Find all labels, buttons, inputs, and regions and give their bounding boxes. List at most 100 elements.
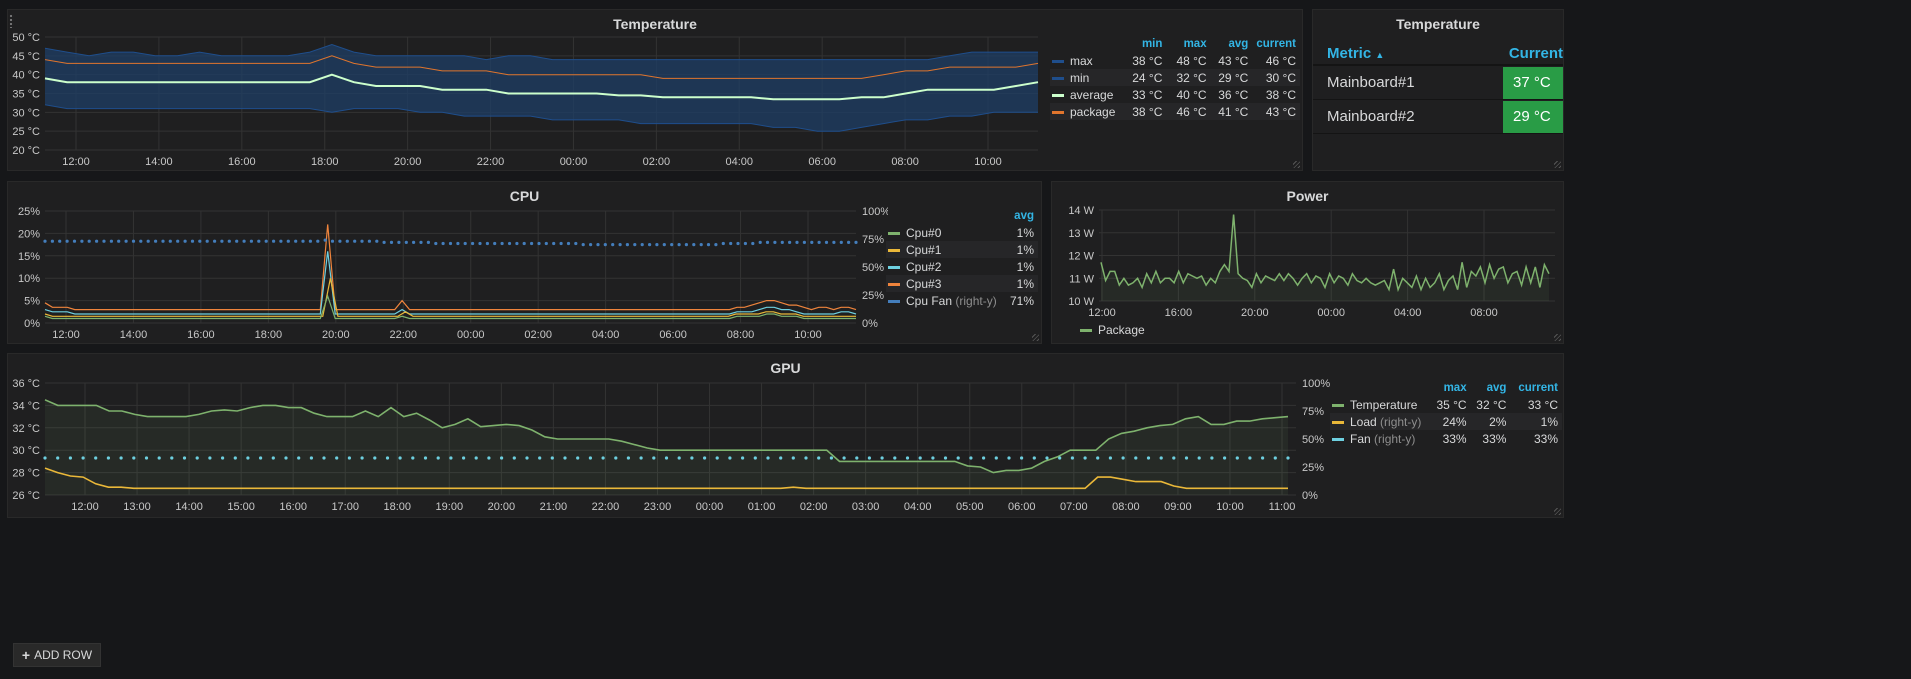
cpu-chart[interactable]: 25% 20% 15% 10% 5% 0% 100% 75% 50% 25% 0% 12:00 14:0… [8,182,888,345]
power-chart[interactable]: 14 W 13 W 12 W 11 W 10 W12:00 16:00 20:00 00:00… [1052,182,1565,322]
data-point [279,239,283,243]
resize-handle-icon[interactable] [1554,508,1561,515]
legend-row[interactable]: average 33 °C 40 °C 36 °C 38 °C [1050,86,1300,103]
data-point [257,239,261,243]
legend-swatch [888,265,900,269]
data-point [538,456,542,460]
add-row-button[interactable]: + ADD ROW [13,643,101,667]
column-header-current[interactable]: Current [1497,42,1563,64]
legend-header-max[interactable]: max [1443,381,1467,394]
legend-header-current[interactable]: current [1256,37,1296,50]
resize-handle-icon[interactable] [1032,334,1039,341]
sort-asc-icon: ▲ [1375,49,1385,60]
legend-item-package[interactable]: Package [1080,323,1145,337]
legend-row[interactable]: Cpu#0 1% [886,224,1038,241]
data-point [652,456,656,460]
data-point [854,240,858,244]
legend-value: 41 °C [1210,103,1253,120]
legend-value: 38 °C [1124,103,1167,120]
panel-title[interactable]: GPU [770,360,801,376]
legend-header-min[interactable]: min [1141,37,1163,50]
y-tick-label: 5% [24,296,40,308]
data-point [824,240,829,244]
data-point [94,456,98,460]
legend-row[interactable]: max 38 °C 48 °C 43 °C 46 °C [1050,52,1300,69]
column-header-metric[interactable]: Metric ▲ [1313,45,1497,62]
panel-title[interactable]: CPU [509,188,540,204]
x-tick-label: 00:00 [696,501,724,513]
x-tick-label: 08:00 [1470,307,1498,319]
resize-handle-icon[interactable] [1554,161,1561,168]
data-point [804,456,808,460]
cpu-graph-panel: CPU 25% 20% 15% 10% 5% 0% 100% 75% 50% 25% 0% 12:00… [7,181,1042,344]
legend-label: Cpu#2 [906,259,942,274]
data-point [335,456,339,460]
data-point [639,456,643,460]
legend-row[interactable]: Cpu Fan (right-y) 71% [886,292,1038,309]
x-tick-label: 18:00 [255,329,283,341]
legend-row[interactable]: Fan (right-y) 33% 33% 33% [1330,430,1562,447]
legend-header-current[interactable]: current [1518,381,1558,394]
legend-row[interactable]: Cpu#2 1% [886,258,1038,275]
legend-value: 33% [1533,431,1558,446]
drag-handle-icon[interactable] [9,14,14,28]
data-point [220,239,224,243]
data-point [471,241,475,246]
data-point [1248,456,1252,460]
resize-handle-icon[interactable] [1554,334,1561,341]
x-tick-label: 02:00 [524,329,552,341]
legend-header-max[interactable]: max [1183,37,1207,50]
data-point [994,456,998,460]
data-point [779,456,783,460]
legend-swatch [1052,93,1064,97]
series-line-cpu3 [44,224,857,311]
data-point [670,243,674,247]
data-point [699,243,703,247]
x-tick-label: 00:00 [1317,307,1345,319]
data-point [648,243,652,247]
data-point [487,456,491,460]
x-tick-label: 22:00 [592,501,620,513]
legend-header-avg[interactable]: avg [1014,209,1034,222]
legend-value: 35 °C [1436,397,1467,412]
legend-row[interactable]: package 38 °C 46 °C 41 °C 43 °C [1050,103,1300,120]
legend-label: Cpu#0 [906,225,942,240]
legend-row[interactable]: Cpu#1 1% [886,241,1038,258]
series-line-cpu0 [44,294,856,320]
legend-row[interactable]: min 24 °C 32 °C 29 °C 30 °C [1050,69,1300,86]
y-tick-label: 13 W [1068,228,1094,240]
panel-title[interactable]: Power [1286,188,1329,204]
legend-name-cell: Cpu#0 [886,224,1001,241]
data-point [626,456,631,460]
data-point [170,456,174,460]
legend-header-avg[interactable]: avg [1228,37,1249,50]
min-max-band [45,44,1038,132]
data-point [690,456,694,460]
series-line-temperature [44,399,1289,474]
legend-row[interactable]: Temperature 35 °C 32 °C 33 °C [1330,396,1562,413]
panel-title[interactable]: Temperature [1396,16,1480,32]
data-point [589,243,593,247]
panel-title[interactable]: Temperature [613,16,697,32]
temperature-chart[interactable]: 50 °C 45 °C 40 °C 35 °C 30 °C 25 °C 20 °C 12:00… [8,10,1048,172]
y-tick-label: 11 W [1069,273,1094,285]
legend-header-avg[interactable]: avg [1486,381,1507,394]
gpu-chart[interactable]: 36 °C 34 °C 32 °C 30 °C 28 °C 26 °C 100% 75% 50%… [8,354,1334,519]
data-point [802,240,807,244]
legend-row[interactable]: Cpu#3 1% [886,275,1038,292]
x-tick-label: 06:00 [1008,501,1036,513]
data-point [119,456,123,460]
data-point [867,456,872,460]
data-point [1286,456,1290,460]
data-point [95,239,99,243]
legend-value: 1% [1000,275,1038,292]
y2-tick-label: 0% [1302,490,1318,502]
legend-value: 1% [1000,241,1038,258]
data-point [714,243,718,247]
data-point [982,456,986,460]
data-point [462,456,466,460]
legend-row[interactable]: Load (right-y) 24% 2% 1% [1330,413,1562,430]
data-point [345,239,349,243]
data-point [1134,456,1138,460]
resize-handle-icon[interactable] [1293,161,1300,168]
